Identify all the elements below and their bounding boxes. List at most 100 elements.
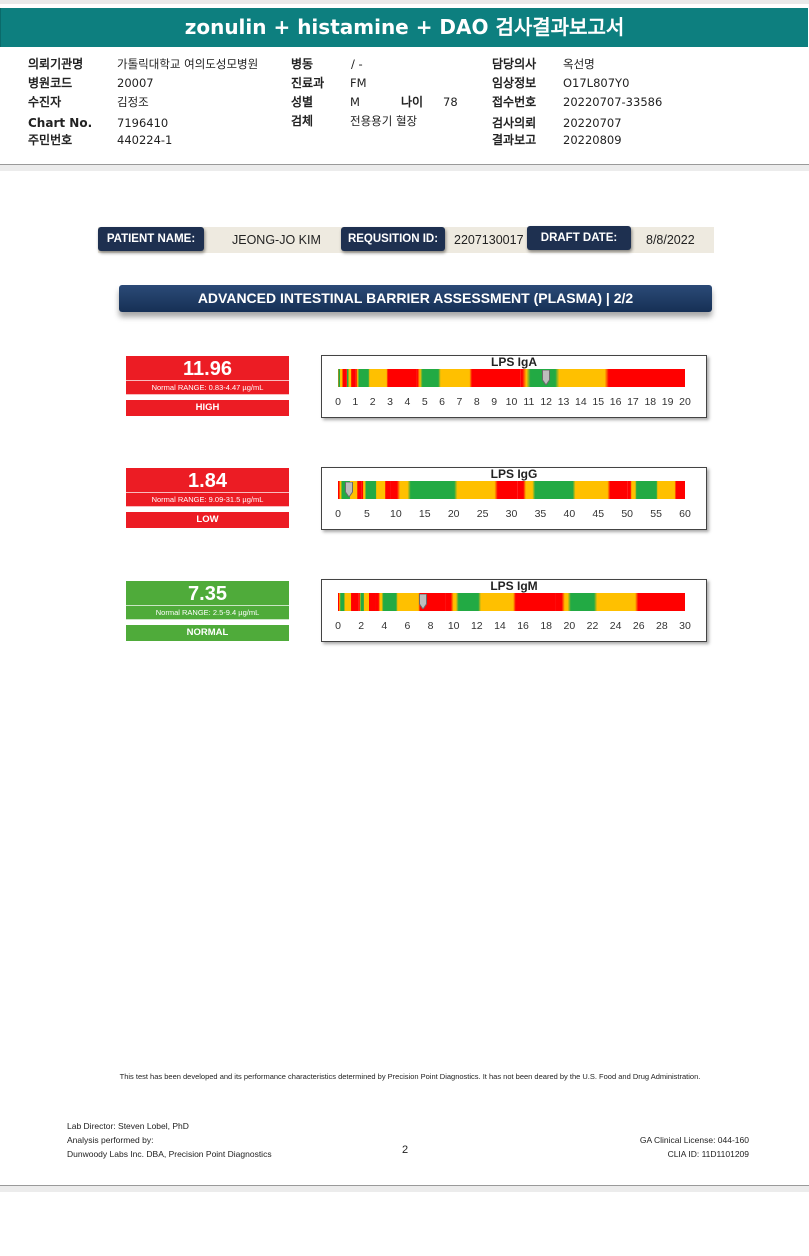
tick-label: 55 xyxy=(650,508,662,520)
tick-label: 16 xyxy=(517,620,529,632)
field-value: / - xyxy=(351,57,363,71)
tick-label: 13 xyxy=(557,396,570,408)
field-label: 임상정보 xyxy=(492,76,537,90)
field-value: 20007 xyxy=(117,76,154,90)
tick-label: 25 xyxy=(476,508,489,520)
status-badge: NORMAL xyxy=(126,625,289,641)
tick-label: 40 xyxy=(563,508,576,520)
draft-date: 8/8/2022 xyxy=(646,233,695,247)
value-pointer xyxy=(419,594,427,609)
fda-disclaimer: This test has been developed and its per… xyxy=(119,1072,701,1081)
tick-label: 14 xyxy=(494,620,506,632)
field-value: 옥선명 xyxy=(563,57,595,71)
tick-label: 12 xyxy=(470,620,483,632)
gauge-zone xyxy=(361,481,391,499)
tick-label: 4 xyxy=(381,620,388,632)
field-department: 진료과 FM xyxy=(291,76,367,90)
report-title: zonulin + histamine + DAO 검사결과보고서 xyxy=(0,8,808,47)
field-value: 7196410 xyxy=(117,116,169,130)
gauge-zone xyxy=(346,369,356,387)
gauge-bar xyxy=(338,593,685,611)
tick-label: 10 xyxy=(389,508,402,520)
normal-range: Normal RANGE: 9.09-31.5 µg/mL xyxy=(126,492,289,507)
page-number: 2 xyxy=(402,1144,409,1156)
value-pointer xyxy=(541,370,550,385)
field-doctor: 담당의사 옥선명 xyxy=(492,57,595,71)
tick-label: 26 xyxy=(632,620,645,632)
field-request-date: 검사의뢰 20220707 xyxy=(492,116,622,130)
section-title: ADVANCED INTESTINAL BARRIER ASSESSMENT (… xyxy=(119,285,712,312)
field-label: 의뢰기관명 xyxy=(28,57,84,71)
field-patient: 수진자 김정조 xyxy=(28,95,149,109)
field-label: 검체 xyxy=(291,114,314,128)
field-specimen: 검체 전용용기 혈장 xyxy=(291,114,417,128)
tick-label: 0 xyxy=(335,508,341,520)
header-divider xyxy=(0,164,809,165)
gauge-zone xyxy=(445,593,556,611)
tick-label: 0 xyxy=(335,396,341,408)
tick-label: 18 xyxy=(540,620,553,632)
field-ward: 병동 / - xyxy=(291,57,363,71)
tick-label: 9 xyxy=(491,396,498,408)
tick-label: 2 xyxy=(358,620,365,632)
patient-name: JEONG-JO KIM xyxy=(232,233,321,247)
field-label: 나이 xyxy=(401,95,424,109)
tick-label: 10 xyxy=(505,396,518,408)
tick-label: 5 xyxy=(363,508,370,520)
field-value: 440224-1 xyxy=(117,133,173,147)
field-report-date: 결과보고 20220809 xyxy=(492,133,622,147)
result-value: 7.35 xyxy=(126,581,289,605)
tick-label: 19 xyxy=(661,396,674,408)
lab-name: Dunwoody Labs Inc. DBA, Precision Point … xyxy=(67,1149,272,1159)
analysis-by: Analysis performed by: xyxy=(67,1135,154,1145)
tick-label: 20 xyxy=(679,396,691,408)
field-label: 접수번호 xyxy=(492,95,537,109)
tick-label: 8 xyxy=(473,396,480,408)
tick-label: 6 xyxy=(439,396,446,408)
field-label: 주민번호 xyxy=(28,133,73,147)
tick-label: 30 xyxy=(679,620,691,632)
field-sex: 성별 M xyxy=(291,95,360,109)
gauge-chart-igg: LPS IgG 0 5 10 15 20 25 30 35 40 45 50 55 60 xyxy=(321,467,707,530)
patient-name-label: PATIENT NAME: xyxy=(98,227,204,251)
tick-label: 14 xyxy=(575,396,587,408)
gauge-zone xyxy=(520,369,685,387)
field-label: 수진자 xyxy=(28,95,62,109)
tick-label: 5 xyxy=(421,396,428,408)
tick-label: 17 xyxy=(627,396,639,408)
tick-label: 2 xyxy=(369,396,376,408)
tick-label: 1 xyxy=(352,396,359,408)
result-value: 11.96 xyxy=(126,356,289,380)
tick-label: 15 xyxy=(418,508,431,520)
top-border xyxy=(0,0,809,4)
tick-label: 50 xyxy=(621,508,633,520)
field-label: 진료과 xyxy=(291,76,325,90)
gauge-zone xyxy=(338,593,359,611)
normal-range: Normal RANGE: 0.83-4.47 µg/mL xyxy=(126,380,289,395)
gauge-chart-igm: LPS IgM 0 2 4 6 8 10 12 14 16 18 20 22 24 26 28 30 xyxy=(321,579,707,642)
tick-label: 10 xyxy=(447,620,460,632)
field-label: 성별 xyxy=(291,95,314,109)
tick-label: 8 xyxy=(427,620,434,632)
footer-divider xyxy=(0,1185,809,1186)
chart-title: LPS IgG xyxy=(490,467,538,481)
field-value: O17L807Y0 xyxy=(563,76,630,90)
result-card-iga: 11.96 Normal RANGE: 0.83-4.47 µg/mL HIGH xyxy=(126,356,289,416)
tick-label: 18 xyxy=(644,396,657,408)
gauge-bar xyxy=(338,369,685,387)
field-receipt-no: 접수번호 20220707-33586 xyxy=(492,95,662,109)
field-value: 78 xyxy=(443,95,458,109)
field-value: 가톨릭대학교 여의도성모병원 xyxy=(117,57,259,71)
tick-label: 45 xyxy=(592,508,605,520)
requisition-id: 2207130017 xyxy=(454,233,524,247)
tick-label: 35 xyxy=(534,508,547,520)
field-value: FM xyxy=(350,76,367,90)
tick-label: 16 xyxy=(609,396,622,408)
field-value: 김정조 xyxy=(117,95,149,109)
gauge-zone xyxy=(555,593,685,611)
field-value: 20220809 xyxy=(563,133,622,147)
status-badge: HIGH xyxy=(126,400,289,416)
tick-label: 20 xyxy=(447,508,460,520)
gauge-zone xyxy=(390,481,518,499)
field-resident-no: 주민번호 440224-1 xyxy=(28,133,172,147)
